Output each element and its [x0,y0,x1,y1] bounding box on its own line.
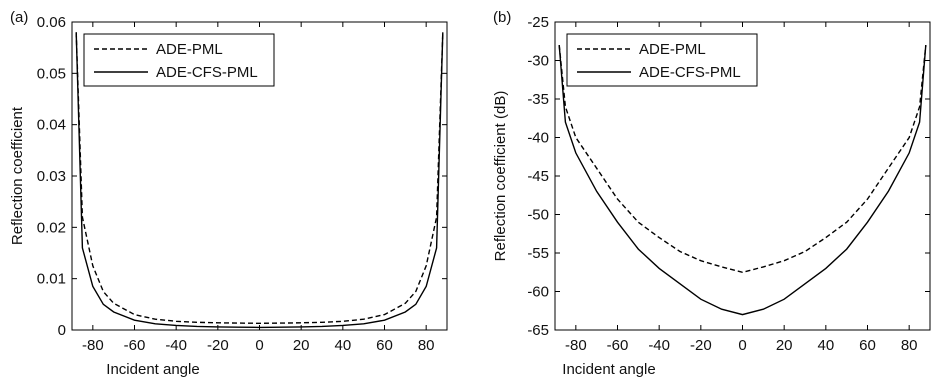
y-tick-label: 0.01 [37,271,66,288]
x-tick-label: 80 [418,337,435,354]
x-axis-label-a: Incident angle [106,361,199,378]
x-tick-label: -80 [565,337,587,354]
x-tick-label: 40 [334,337,351,354]
y-tick-label: -40 [527,130,549,147]
x-tick-label: 60 [376,337,393,354]
x-tick-label: -60 [607,337,629,354]
series-line-ade-cfs-pml [558,45,927,316]
panel-label-b: (b) [493,9,511,26]
x-tick-label: -80 [82,337,104,354]
legend-b: ADE-PML ADE-CFS-PML [566,33,758,87]
y-tick-label: 0.02 [37,219,66,236]
y-tick-label: -25 [527,14,549,31]
y-tick-label: 0.04 [37,117,66,134]
x-tick-label: 40 [817,337,834,354]
y-axis-label-a: Reflection coefficient [9,106,26,245]
series-line-ade-pml [558,45,927,274]
y-tick-label: -60 [527,284,549,301]
x-tick-label: -40 [165,337,187,354]
series-lines-b [558,45,927,316]
y-tick-label: 0.06 [37,14,66,31]
legend-label-ade-pml: ADE-PML [156,41,223,58]
x-ticks-b: -80 -60 -40 -20 0 20 40 60 80 [565,22,918,354]
x-tick-label: 60 [859,337,876,354]
x-axis-label-b: Incident angle [562,361,655,378]
legend-box-b [566,33,758,87]
y-tick-label: -50 [527,207,549,224]
y-tick-label: -55 [527,245,549,262]
y-tick-label: -45 [527,168,549,185]
x-tick-label: 20 [776,337,793,354]
y-axis-label-b: Reflection coefficient (dB) [492,91,509,262]
panel-a: (a) 00.010.020.030.040.050.06 -80 -60 -40-… [9,9,448,378]
series-line-ade-cfs-pml [75,32,444,329]
x-tick-label: -60 [124,337,146,354]
legend-box-a [83,33,275,87]
legend-a: ADE-PML ADE-CFS-PML [83,33,275,87]
x-tick-label: -40 [648,337,670,354]
x-tick-label: -20 [207,337,229,354]
x-tick-label: 0 [738,337,746,354]
y-ticks-b: -65 -60 -55 -50 -45 -40 -35 -30 -25 [527,14,930,339]
y-tick-label: 0.03 [37,168,66,185]
series-line-ade-pml [75,32,444,325]
y-tick-label: -30 [527,53,549,70]
x-tick-label: 0 [255,337,263,354]
y-tick-label: -65 [527,322,549,339]
y-tick-label: 0 [58,322,66,339]
x-tick-label: 80 [901,337,918,354]
legend-label-ade-cfs-pml: ADE-CFS-PML [156,64,258,81]
x-tick-label: -20 [690,337,712,354]
x-tick-label: 20 [293,337,310,354]
series-lines-a [75,32,444,329]
legend-label-ade-cfs-pml-b: ADE-CFS-PML [639,64,741,81]
panel-b: (b) -65 -60 -55 -50 -45 -40 -35 -30 -25 -80 -60 -4… [492,9,931,378]
y-tick-label: 0.05 [37,65,66,82]
legend-label-ade-pml-b: ADE-PML [639,41,706,58]
panel-label-a: (a) [10,9,28,26]
y-ticks-a: 0 0.01 0.02 0.03 0.04 0.05 0.06 [37,14,447,339]
x-ticks-a: -80 -60 -40 -20 0 20 40 60 80 [82,22,435,354]
y-tick-label: -35 [527,91,549,108]
